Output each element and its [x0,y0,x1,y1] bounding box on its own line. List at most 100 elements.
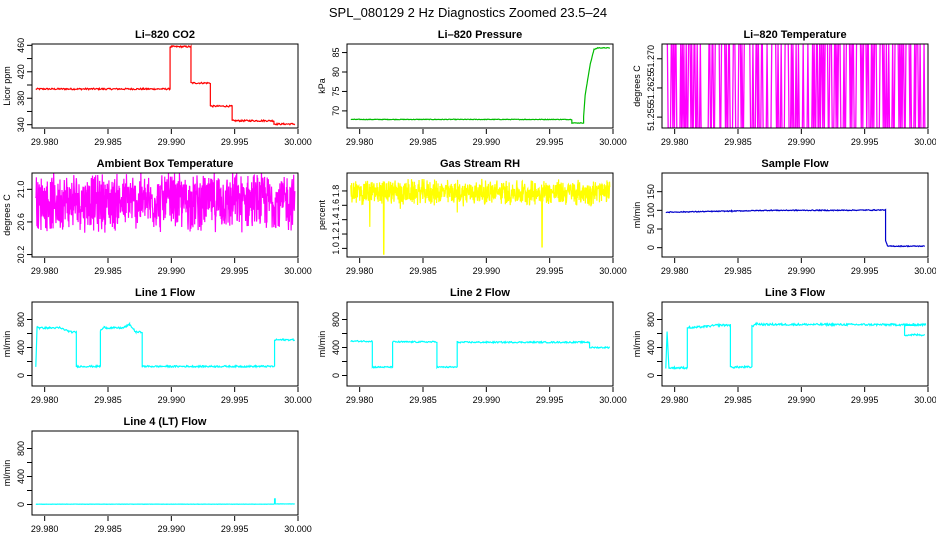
plot-frame [31,43,299,129]
panel-li-820-pressure: Li–820 Pressure kPa 29.980 29.985 29.990 29.9… [317,29,627,147]
series-line [350,339,610,370]
plot-frame [346,43,614,129]
y-tick-label: 85 [331,48,341,58]
y-tick-label: 51.2625 [646,72,656,105]
panel-line-3-flow: Line 3 Flow ml/min 29.980 29.985 29.990 29.99… [632,287,936,405]
y-tick-label: 75 [331,86,341,96]
x-tick-label: 29.980 [661,137,689,147]
y-tick-label: 800 [646,312,656,327]
plot-frame [31,301,299,387]
y-tick-label: 70 [331,106,341,116]
plot-frame [346,172,614,258]
x-tick-label: 29.990 [473,137,501,147]
series-line [350,178,611,255]
x-tick-label: 29.980 [346,137,374,147]
panel-title: Li–820 CO2 [135,29,195,41]
y-tick-label: 380 [16,91,26,106]
series-line [35,44,296,126]
x-tick-label: 29.995 [536,137,564,147]
x-tick-label: 29.980 [31,395,59,405]
y-tick-label: 0 [331,373,341,378]
y-tick-label: 20.6 [16,213,26,231]
y-tick-label: 100 [646,203,656,218]
panel-ambient-box-temperature: Ambient Box Temperature degrees C 29.980 29… [2,158,312,276]
x-tick-label: 29.985 [94,395,122,405]
x-tick-label: 30.000 [599,137,627,147]
x-tick-label: 29.995 [221,137,249,147]
panel-title: Line 1 Flow [135,287,195,299]
y-tick-label: 400 [646,340,656,355]
x-tick-label: 29.980 [661,266,689,276]
x-tick-label: 29.980 [31,524,59,534]
y-tick-label: 80 [331,67,341,77]
x-tick-label: 30.000 [914,266,936,276]
x-tick-label: 29.985 [94,524,122,534]
y-axis-label: ml/min [632,331,642,358]
x-tick-label: 30.000 [599,395,627,405]
x-tick-label: 29.995 [851,266,879,276]
plot-frame [346,301,614,387]
x-tick-label: 29.980 [31,266,59,276]
y-tick-label: 0 [16,373,26,378]
y-tick-label: 800 [331,312,341,327]
y-tick-label: 400 [16,469,26,484]
x-tick-label: 29.990 [158,137,186,147]
y-tick-label: 21.0 [16,181,26,199]
y-axis-label: ml/min [2,331,12,358]
series-line [35,173,296,233]
series-line [665,208,925,248]
panel-line-4-lt-flow: Line 4 (LT) Flow ml/min 29.980 29.985 29.990… [2,416,312,534]
panel-li-820-co2: Li–820 CO2 Licor ppm 29.980 29.985 29.990 29.… [2,29,312,147]
x-tick-label: 29.985 [94,266,122,276]
x-tick-label: 29.980 [31,137,59,147]
x-tick-label: 29.985 [724,266,752,276]
plot-frame [31,172,299,258]
y-tick-label: 51.270 [646,45,656,73]
x-tick-label: 29.995 [851,395,879,405]
y-tick-label: 400 [16,340,26,355]
x-tick-label: 30.000 [914,137,936,147]
x-tick-label: 30.000 [914,395,936,405]
x-tick-label: 29.980 [346,266,374,276]
y-axis-label: kPa [317,78,327,94]
y-tick-label: 1.2 [331,228,341,241]
x-tick-label: 30.000 [284,524,312,534]
panel-title: Line 4 (LT) Flow [124,416,207,428]
y-tick-label: 800 [16,312,26,327]
y-axis-label: percent [317,199,327,230]
plot-frame [661,301,929,387]
panel-line-1-flow: Line 1 Flow ml/min 29.980 29.985 29.990 29.99… [2,287,312,405]
x-tick-label: 29.990 [788,395,816,405]
x-tick-label: 29.985 [724,395,752,405]
plot-frame [31,430,299,516]
y-axis-label: ml/min [632,202,642,229]
x-tick-label: 29.990 [158,524,186,534]
panel-sample-flow: Sample Flow ml/min 29.980 29.985 29.990 29.99… [632,158,936,276]
y-tick-label: 1.6 [331,199,341,212]
y-tick-label: 0 [646,373,656,378]
x-tick-label: 30.000 [284,395,312,405]
y-axis-label: ml/min [317,331,327,358]
x-tick-label: 29.980 [346,395,374,405]
series-line [35,498,295,505]
x-tick-label: 29.995 [536,266,564,276]
panel-title: Line 2 Flow [450,287,510,299]
figure-title: SPL_080129 2 Hz Diagnostics Zoomed 23.5–… [329,5,607,20]
x-tick-label: 29.990 [788,266,816,276]
x-tick-label: 29.990 [473,395,501,405]
panel-title: Li–820 Temperature [743,29,846,41]
x-tick-label: 29.985 [409,266,437,276]
y-tick-label: 150 [646,184,656,199]
x-tick-label: 29.990 [788,137,816,147]
panel-gas-stream-rh: Gas Stream RH percent 29.980 29.985 29.990 29… [317,158,627,276]
y-tick-label: 460 [16,38,26,53]
y-tick-label: 20.2 [16,246,26,264]
series-line [665,44,926,128]
panel-title: Li–820 Pressure [438,29,522,41]
y-tick-label: 1.8 [331,185,341,198]
panel-title: Sample Flow [761,158,829,170]
series-line [35,321,296,369]
y-tick-label: 1.4 [331,213,341,226]
x-tick-label: 29.985 [409,137,437,147]
